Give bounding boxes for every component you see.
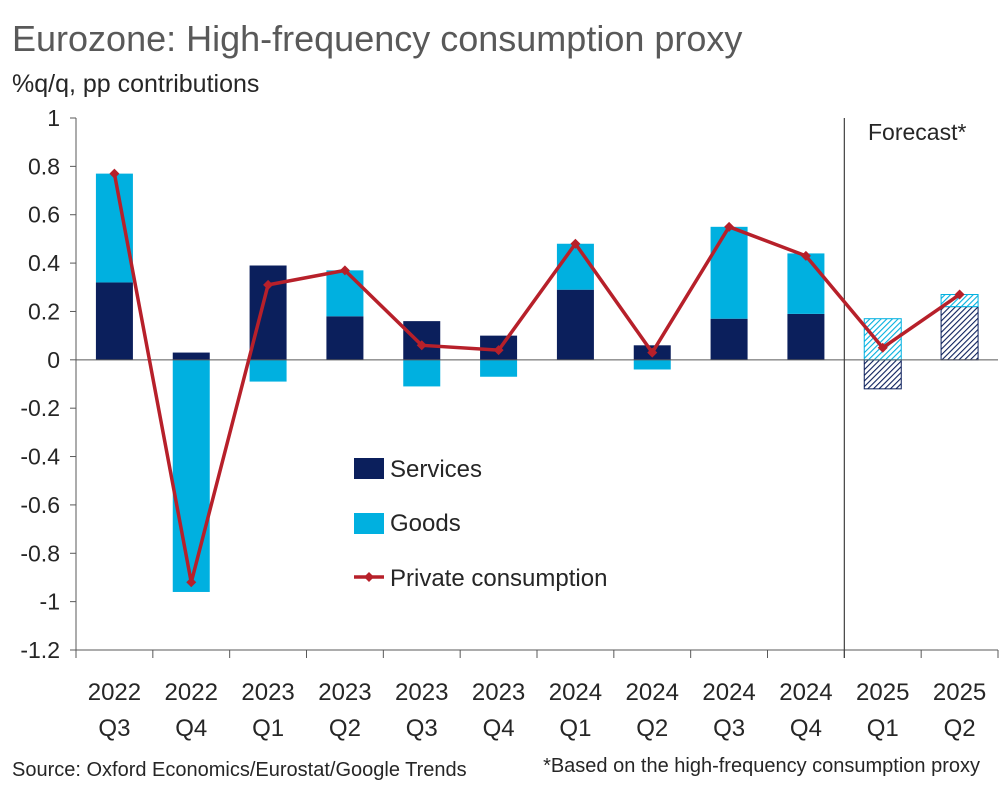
x-tick-label-quarter-3: Q2 (329, 715, 361, 742)
x-tick-label-year-7: 2024 (626, 679, 679, 706)
bar-services-1 (172, 352, 210, 360)
x-tick-label-year-10: 2025 (856, 679, 909, 706)
x-tick-label-quarter-7: Q2 (636, 715, 668, 742)
x-tick-label-year-6: 2024 (549, 679, 602, 706)
bars-layer (95, 173, 979, 592)
legend-label-goods: Goods (390, 510, 461, 537)
y-tick-label-5: 0 (47, 347, 60, 373)
point-private-consumption-8 (724, 221, 735, 232)
x-tick-label-year-0: 2022 (88, 679, 141, 706)
bar-services-9 (787, 313, 825, 360)
point-private-consumption-6 (570, 238, 581, 249)
point-private-consumption-2 (263, 279, 274, 290)
bar-services-10 (863, 359, 902, 390)
x-tick-label-quarter-0: Q3 (98, 715, 130, 742)
forecast-label: Forecast* (868, 119, 966, 145)
x-tick-label-year-8: 2024 (702, 679, 755, 706)
bar-services-2 (249, 265, 287, 360)
chart-title: Eurozone: High-frequency consumption pro… (12, 18, 743, 59)
source-note: Source: Oxford Economics/Eurostat/Google… (12, 759, 467, 781)
x-tick-label-year-11: 2025 (933, 679, 986, 706)
bar-goods-5 (480, 359, 518, 377)
point-private-consumption-11 (954, 289, 965, 300)
bar-services-8 (710, 318, 748, 360)
y-tick-label-1: 0.8 (28, 153, 60, 179)
x-tick-label-year-2: 2023 (241, 679, 294, 706)
y-tick-label-6: -0.2 (20, 395, 60, 421)
x-tick-label-year-9: 2024 (779, 679, 832, 706)
legend-label-services: Services (390, 456, 482, 483)
y-tick-label-7: -0.4 (20, 444, 60, 470)
bar-services-0 (95, 282, 133, 360)
point-private-consumption-3 (339, 265, 350, 276)
y-tick-label-9: -0.8 (20, 540, 60, 566)
x-tick-label-year-4: 2023 (395, 679, 448, 706)
point-private-consumption-9 (800, 250, 811, 261)
x-tick-label-quarter-2: Q1 (252, 715, 284, 742)
x-tick-label-year-3: 2023 (318, 679, 371, 706)
x-tick-label-quarter-10: Q1 (867, 715, 899, 742)
legend-marker-private-consumption (364, 572, 374, 582)
bar-services-3 (326, 316, 364, 360)
y-tick-label-3: 0.4 (28, 250, 60, 276)
y-tick-label-8: -0.6 (20, 492, 60, 518)
point-private-consumption-4 (416, 340, 427, 351)
x-tick-label-year-5: 2023 (472, 679, 525, 706)
legend-label-private-consumption: Private consumption (390, 565, 607, 592)
y-tick-label-4: 0.2 (28, 298, 60, 324)
axes-layer: 1 0.8 0.6 0.4 0.2 0 -0.2 -0.4 -0.6 -0.8 -1 -1.2 2022… (20, 105, 999, 742)
bar-goods-7 (633, 359, 671, 370)
x-tick-label-quarter-11: Q2 (944, 715, 976, 742)
bar-services-11 (940, 306, 979, 361)
legend: Services Goods Private consumption (354, 456, 607, 592)
x-tick-label-quarter-9: Q4 (790, 715, 822, 742)
bar-goods-2 (249, 359, 287, 382)
forecast-footnote: *Based on the high-frequency consumption… (543, 755, 980, 777)
bar-goods-3 (326, 270, 364, 317)
point-private-consumption-5 (493, 345, 504, 356)
bar-goods-0 (95, 173, 133, 283)
bar-goods-9 (787, 253, 825, 314)
y-tick-label-2: 0.6 (28, 202, 60, 228)
y-tick-label-0: 1 (47, 105, 60, 131)
bar-goods-6 (556, 243, 594, 290)
x-tick-label-quarter-4: Q3 (406, 715, 438, 742)
bar-goods-4 (403, 359, 441, 387)
x-tick-label-quarter-1: Q4 (175, 715, 207, 742)
bar-services-6 (556, 289, 594, 360)
x-tick-label-year-1: 2022 (165, 679, 218, 706)
y-tick-label-11: -1.2 (20, 637, 60, 663)
y-axis-unit-label: %q/q, pp contributions (12, 70, 260, 98)
y-tick-label-10: -1 (40, 589, 60, 615)
bar-goods-1 (172, 359, 210, 592)
legend-swatch-services (354, 458, 384, 479)
point-private-consumption-0 (109, 168, 120, 179)
line-private-consumption (112, 173, 961, 585)
bar-goods-8 (710, 226, 748, 319)
point-private-consumption-1 (186, 577, 197, 588)
x-tick-label-quarter-6: Q1 (559, 715, 591, 742)
line-layer (109, 168, 965, 588)
legend-swatch-goods (354, 513, 384, 534)
x-tick-label-quarter-5: Q4 (483, 715, 515, 742)
point-private-consumption-10 (877, 342, 888, 353)
point-private-consumption-7 (647, 347, 658, 358)
x-tick-label-quarter-8: Q3 (713, 715, 745, 742)
